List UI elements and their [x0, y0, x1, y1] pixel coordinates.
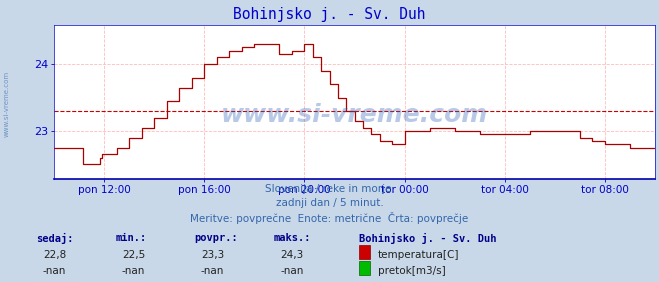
- Text: www.si-vreme.com: www.si-vreme.com: [221, 103, 488, 127]
- Text: Bohinjsko j. - Sv. Duh: Bohinjsko j. - Sv. Duh: [233, 7, 426, 22]
- Text: temperatura[C]: temperatura[C]: [378, 250, 459, 259]
- Text: 22,5: 22,5: [122, 250, 145, 259]
- Text: -nan: -nan: [122, 266, 145, 276]
- Text: maks.:: maks.:: [273, 233, 311, 243]
- Text: 22,8: 22,8: [43, 250, 66, 259]
- Text: Slovenija / reke in morje.: Slovenija / reke in morje.: [264, 184, 395, 194]
- Text: -nan: -nan: [280, 266, 303, 276]
- Text: min.:: min.:: [115, 233, 146, 243]
- Text: 24,3: 24,3: [280, 250, 303, 259]
- Text: pretok[m3/s]: pretok[m3/s]: [378, 266, 445, 276]
- Text: povpr.:: povpr.:: [194, 233, 238, 243]
- Text: Bohinjsko j. - Sv. Duh: Bohinjsko j. - Sv. Duh: [359, 233, 497, 244]
- Text: zadnji dan / 5 minut.: zadnji dan / 5 minut.: [275, 198, 384, 208]
- Text: Meritve: povprečne  Enote: metrične  Črta: povprečje: Meritve: povprečne Enote: metrične Črta:…: [190, 212, 469, 224]
- Text: www.si-vreme.com: www.si-vreme.com: [3, 71, 10, 137]
- Text: -nan: -nan: [201, 266, 224, 276]
- Text: 23,3: 23,3: [201, 250, 224, 259]
- Text: -nan: -nan: [43, 266, 66, 276]
- Text: sedaj:: sedaj:: [36, 233, 74, 244]
